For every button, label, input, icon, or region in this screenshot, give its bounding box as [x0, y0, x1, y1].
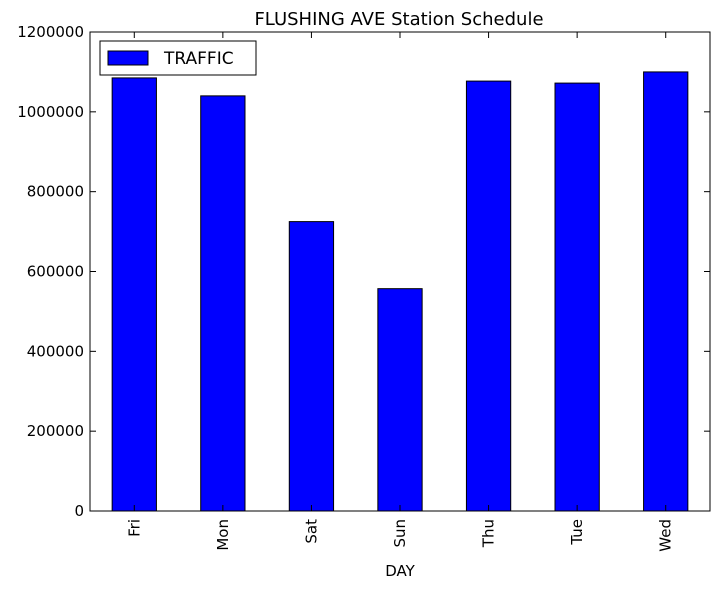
x-tick-label: Sat — [302, 519, 320, 544]
bar-thu — [465, 80, 512, 512]
legend-swatch — [107, 50, 149, 66]
legend-label: TRAFFIC — [163, 49, 234, 69]
x-tick-label: Sun — [391, 519, 409, 548]
bars-group — [111, 71, 689, 512]
bar-tue — [554, 82, 600, 512]
x-axis-label: DAY — [385, 562, 415, 580]
y-tick-label: 400000 — [27, 342, 84, 360]
x-tick-label: Fri — [125, 519, 143, 537]
x-tick-label: Mon — [214, 519, 232, 551]
y-tick-label: 1000000 — [17, 103, 84, 121]
y-tick-label: 800000 — [27, 183, 84, 201]
x-axis: Fri Mon Sat Sun Thu Tue Wed — [125, 32, 675, 552]
chart-title: FLUSHING AVE Station Schedule — [254, 9, 543, 30]
plot-frame — [89, 31, 711, 512]
x-tick-label: Wed — [657, 519, 675, 552]
bar-mon — [200, 95, 246, 512]
x-tick-label: Thu — [480, 519, 498, 548]
y-tick-label: 600000 — [27, 263, 84, 281]
x-tick-label: Tue — [568, 519, 586, 546]
bar-sun — [377, 288, 423, 512]
y-axis: 0 200000 400000 600000 800000 1000000 1200000 — [17, 23, 710, 520]
y-tick-label: 200000 — [27, 422, 84, 440]
y-tick-label: 0 — [74, 502, 84, 520]
bar-wed — [643, 71, 689, 512]
bar-sat — [288, 221, 335, 512]
bar-fri — [111, 77, 157, 512]
legend: TRAFFIC — [99, 40, 257, 76]
y-tick-label: 1200000 — [17, 23, 84, 41]
